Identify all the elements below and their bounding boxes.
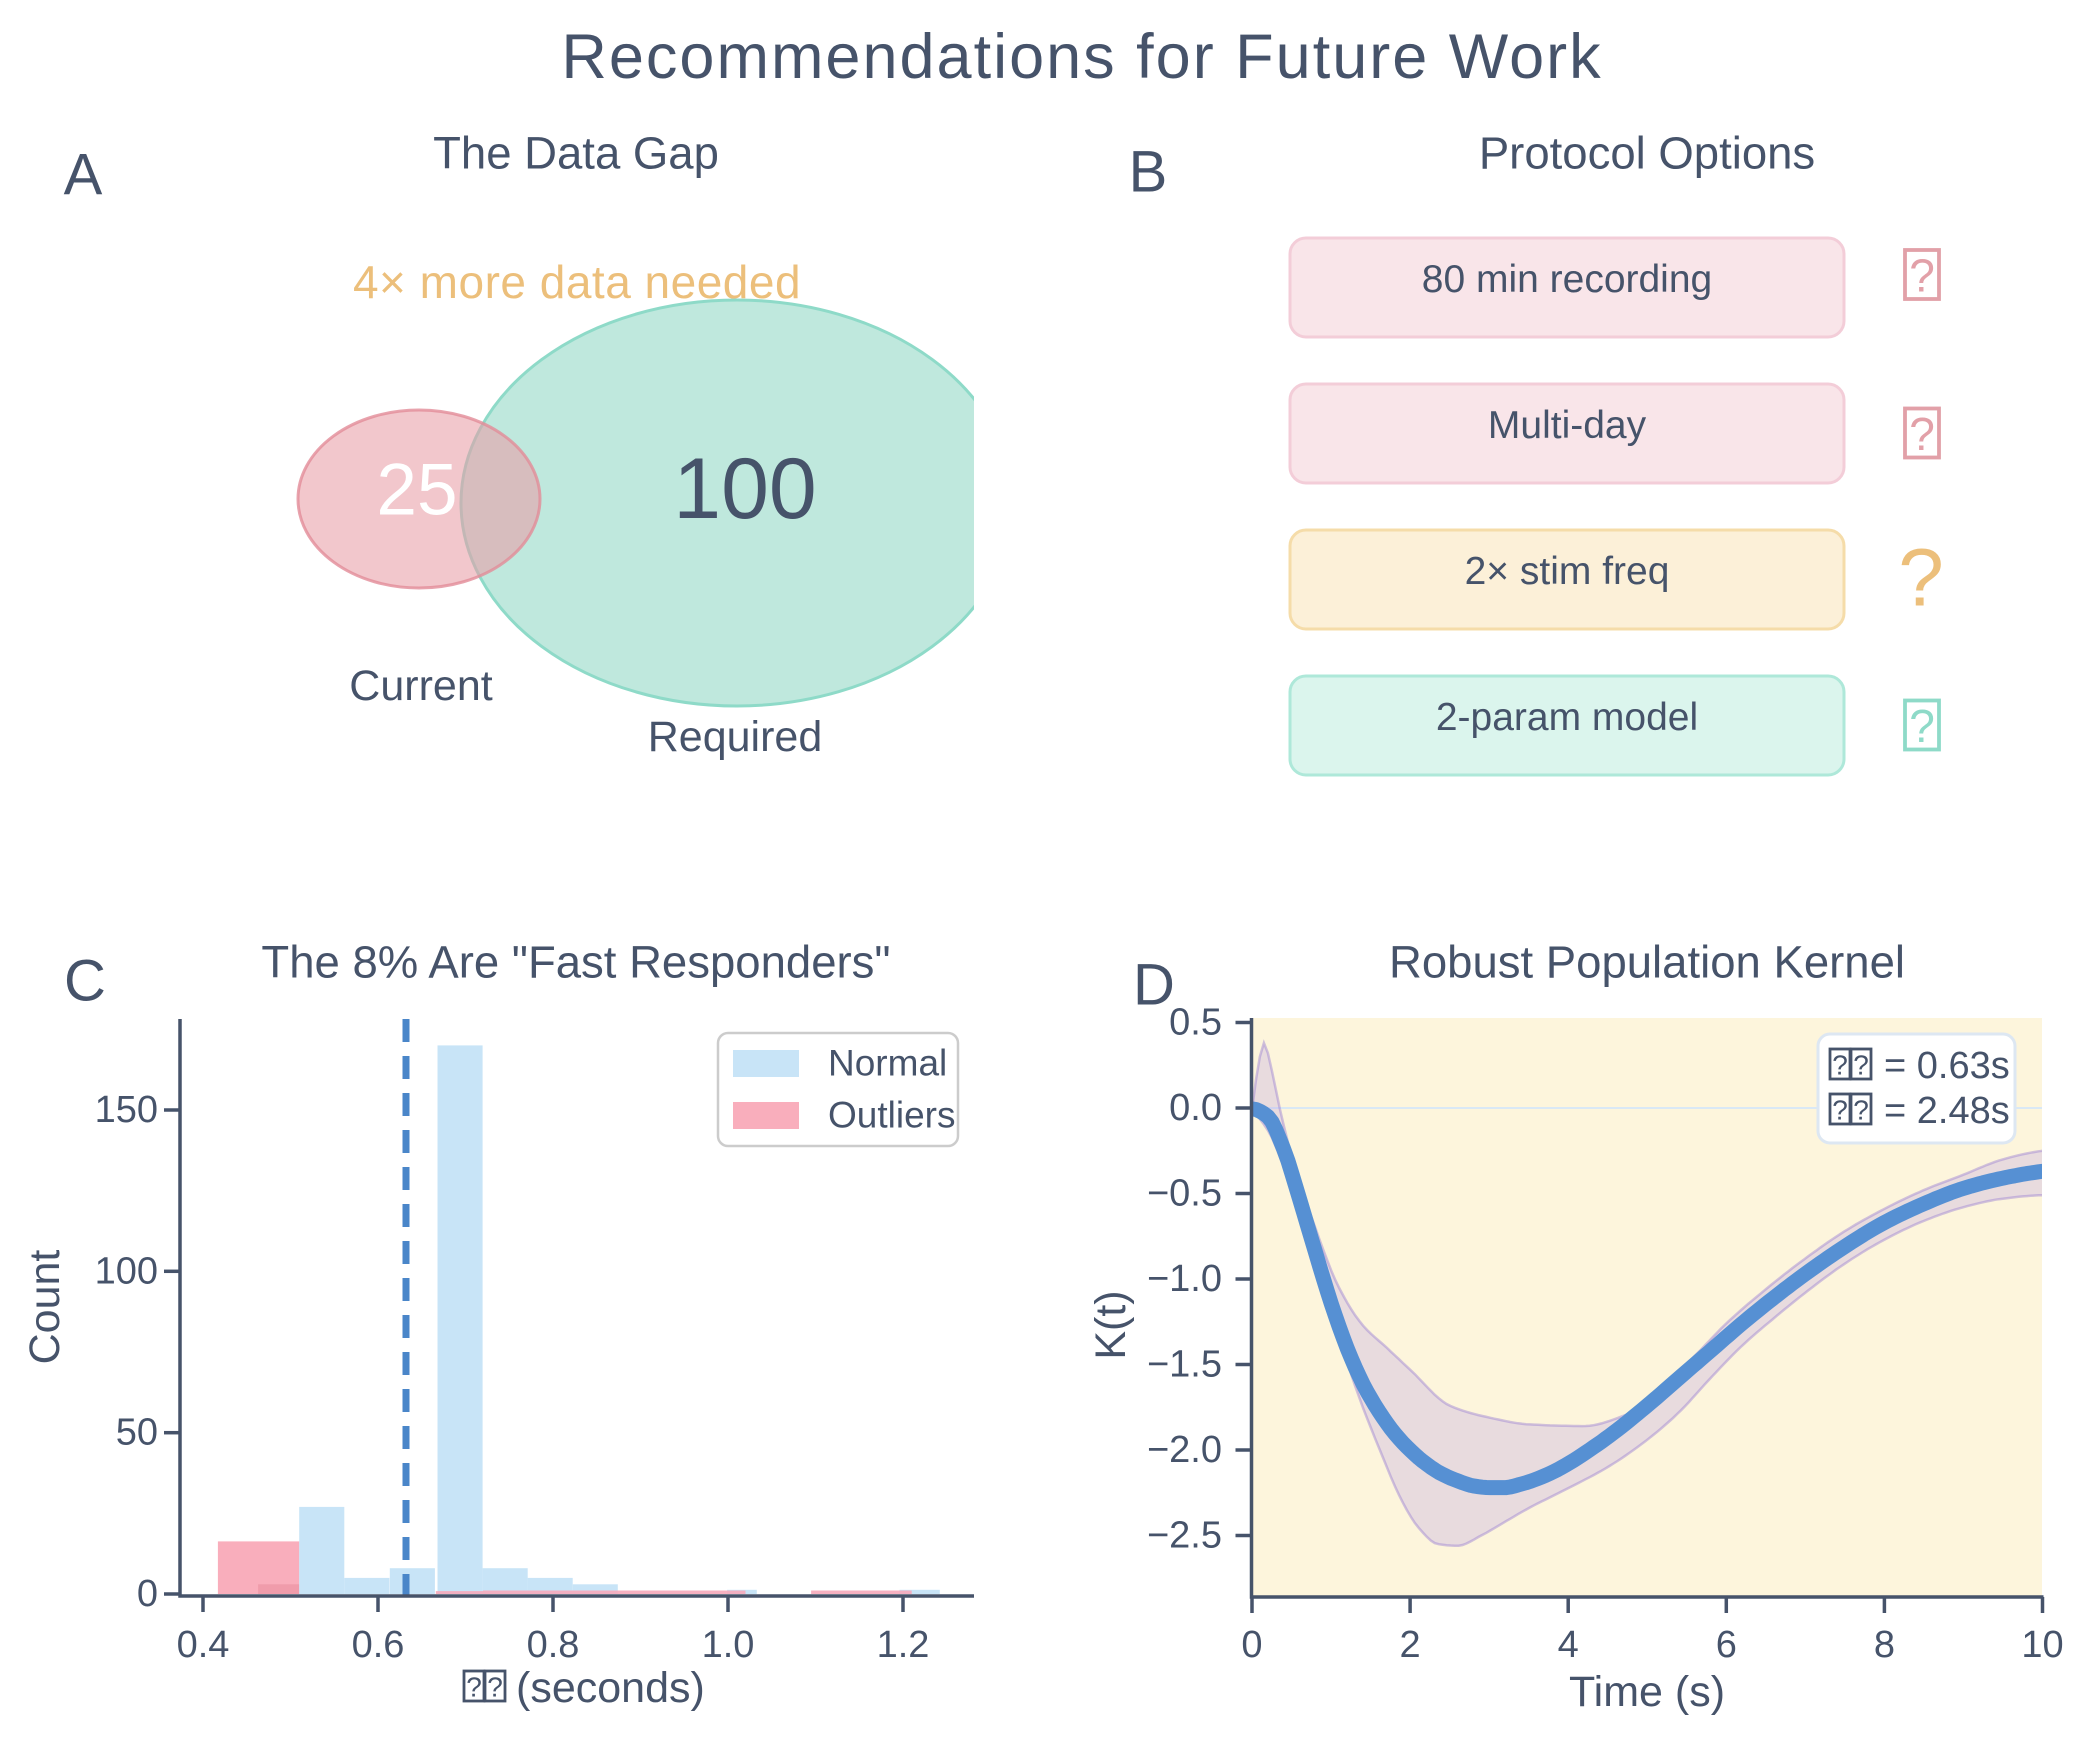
svg-text:0: 0 [137, 1573, 158, 1615]
svg-text:−2.5: −2.5 [1147, 1515, 1222, 1557]
svg-text:?: ? [1909, 700, 1935, 752]
svg-text:C: C [64, 949, 106, 1014]
svg-text:50: 50 [116, 1412, 158, 1454]
svg-text:−2.0: −2.0 [1147, 1429, 1222, 1471]
svg-text:100: 100 [95, 1250, 158, 1292]
svg-text:Count: Count [21, 1250, 69, 1365]
svg-text:?: ? [466, 1672, 482, 1703]
svg-text:6: 6 [1716, 1624, 1737, 1666]
svg-text:?: ? [1898, 533, 1944, 624]
svg-text:−1.5: −1.5 [1147, 1344, 1222, 1386]
svg-text:Protocol Options: Protocol Options [1479, 128, 1815, 179]
svg-text:0.6: 0.6 [352, 1624, 405, 1666]
svg-text:−1.0: −1.0 [1147, 1258, 1222, 1300]
svg-text:0.5: 0.5 [1169, 1002, 1222, 1044]
svg-text:8: 8 [1874, 1624, 1895, 1666]
svg-text:150: 150 [95, 1089, 158, 1131]
svg-text:?: ? [1853, 1095, 1869, 1126]
svg-text:?: ? [1832, 1095, 1848, 1126]
svg-text:0.0: 0.0 [1169, 1087, 1222, 1129]
svg-text:0: 0 [1241, 1624, 1262, 1666]
svg-text:2: 2 [1400, 1624, 1421, 1666]
svg-text:Time (s): Time (s) [1569, 1668, 1725, 1716]
svg-text:?: ? [1909, 250, 1935, 302]
svg-text:?: ? [1909, 408, 1935, 460]
svg-text:80 min recording: 80 min recording [1422, 258, 1712, 301]
svg-text:1.0: 1.0 [702, 1624, 755, 1666]
svg-text:0.4: 0.4 [177, 1624, 230, 1666]
svg-text:Required: Required [648, 713, 823, 761]
svg-text:(seconds): (seconds) [516, 1664, 705, 1712]
svg-text:Recommendations for Future Wor: Recommendations for Future Work [561, 22, 1602, 92]
svg-text:0.8: 0.8 [527, 1624, 580, 1666]
svg-text:= 0.63s: = 0.63s [1884, 1045, 2010, 1087]
svg-text:100: 100 [673, 441, 817, 537]
svg-text:Robust Population Kernel: Robust Population Kernel [1389, 937, 1905, 988]
svg-text:The Data Gap: The Data Gap [433, 128, 719, 179]
svg-text:4× more data needed: 4× more data needed [353, 256, 801, 308]
svg-text:K(t): K(t) [1087, 1290, 1135, 1359]
svg-text:Multi-day: Multi-day [1488, 404, 1647, 447]
svg-text:4: 4 [1558, 1624, 1579, 1666]
svg-text:Outliers: Outliers [828, 1095, 955, 1136]
svg-text:Normal: Normal [828, 1043, 947, 1084]
svg-text:The 8% Are "Fast Responders": The 8% Are "Fast Responders" [261, 937, 890, 988]
svg-text:B: B [1129, 140, 1168, 205]
svg-text:D: D [1133, 953, 1175, 1018]
svg-text:?: ? [1853, 1050, 1869, 1081]
svg-text:?: ? [1832, 1050, 1848, 1081]
svg-text:?: ? [487, 1672, 503, 1703]
svg-text:Current: Current [349, 662, 492, 710]
svg-text:A: A [64, 143, 103, 208]
svg-text:= 2.48s: = 2.48s [1884, 1090, 2010, 1132]
svg-text:1.2: 1.2 [877, 1624, 930, 1666]
svg-text:−0.5: −0.5 [1147, 1173, 1222, 1215]
svg-text:2× stim freq: 2× stim freq [1465, 550, 1670, 593]
svg-text:25: 25 [376, 450, 457, 531]
svg-text:2-param model: 2-param model [1436, 696, 1698, 739]
svg-text:10: 10 [2021, 1624, 2063, 1666]
